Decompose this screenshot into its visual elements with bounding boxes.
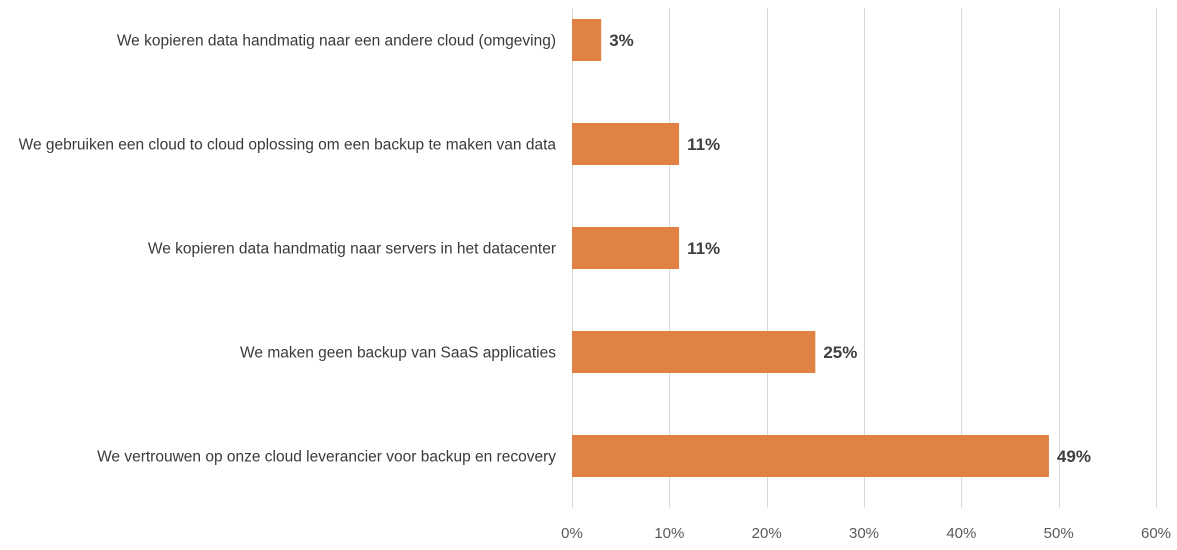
data-label: 25% — [823, 343, 857, 362]
bar — [572, 19, 602, 61]
category-label: We gebruiken een cloud to cloud oplossin… — [19, 137, 557, 154]
data-label: 11% — [687, 135, 720, 154]
category-label: We kopieren data handmatig naar een ande… — [117, 33, 556, 50]
x-tick-label: 40% — [946, 525, 976, 542]
bars — [572, 19, 1049, 477]
bar — [572, 331, 816, 373]
x-tick-label: 60% — [1141, 525, 1171, 542]
gridlines — [572, 8, 1157, 508]
data-label: 49% — [1057, 447, 1091, 466]
data-labels: 3% 11% 11% 25% 49% — [609, 31, 1091, 466]
x-tick-label: 10% — [654, 525, 684, 542]
bar — [572, 227, 680, 269]
x-tick-label: 20% — [752, 525, 782, 542]
x-tick-label: 30% — [849, 525, 879, 542]
data-label: 11% — [687, 239, 720, 258]
x-axis-tick-labels: 0% 10% 20% 30% 40% 50% 60% — [561, 525, 1171, 542]
x-tick-label: 0% — [561, 525, 583, 542]
x-tick-label: 50% — [1044, 525, 1074, 542]
bar — [572, 123, 680, 165]
category-label: We vertrouwen op onze cloud leverancier … — [97, 449, 556, 466]
category-label: We maken geen backup van SaaS applicatie… — [240, 345, 556, 362]
category-labels: We kopieren data handmatig naar een ande… — [19, 33, 557, 466]
data-label: 3% — [609, 31, 634, 50]
bar — [572, 435, 1049, 477]
category-label: We kopieren data handmatig naar servers … — [148, 241, 556, 258]
